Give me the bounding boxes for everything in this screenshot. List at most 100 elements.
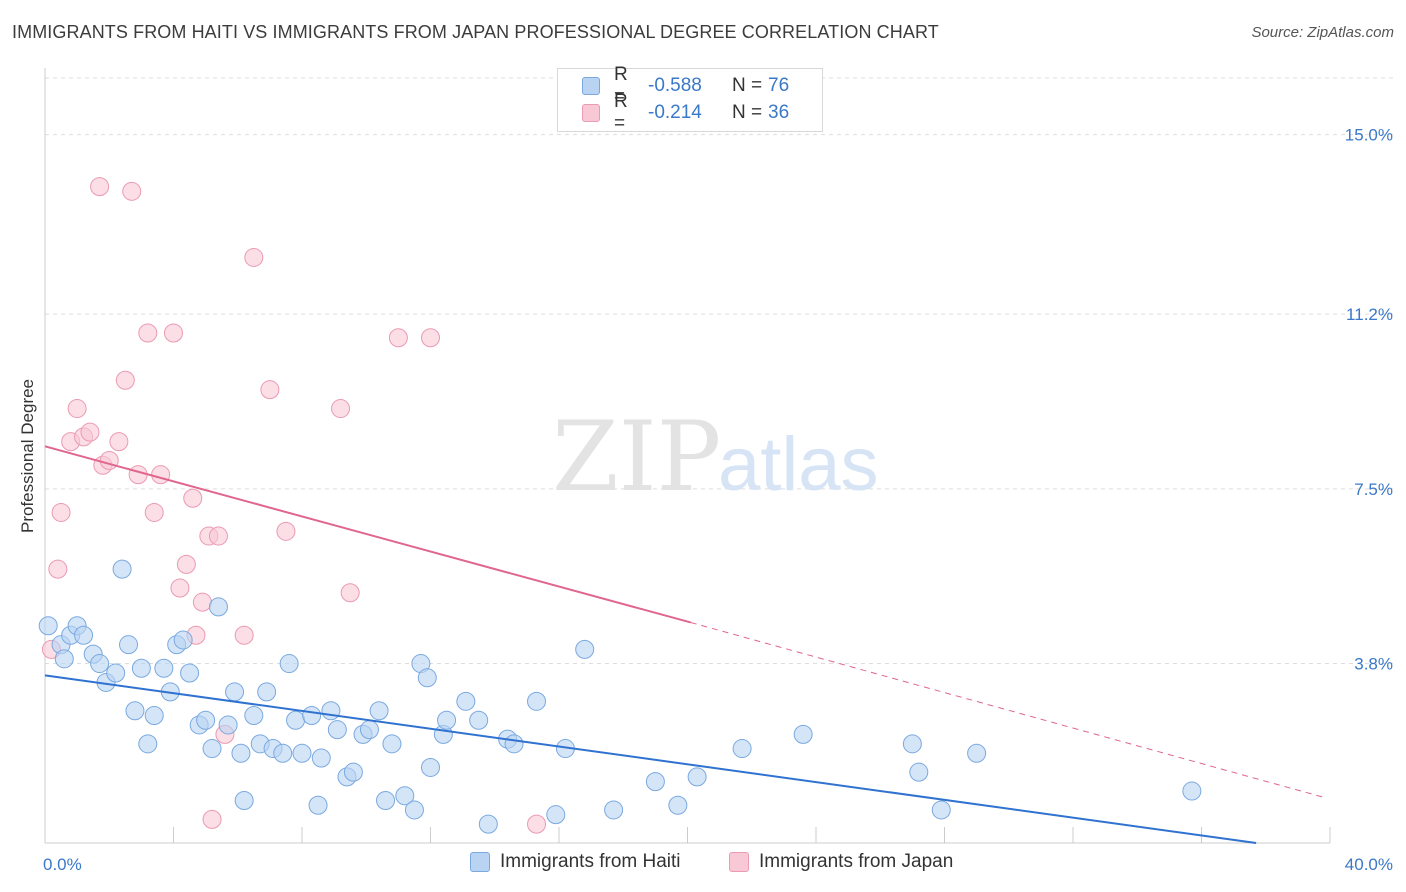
- haiti-point: [208, 597, 228, 617]
- haiti-point: [308, 795, 328, 815]
- haiti-point: [302, 706, 322, 725]
- haiti-point: [54, 649, 74, 669]
- haiti-point: [234, 791, 254, 810]
- haiti-point: [321, 701, 341, 721]
- japan-point: [340, 583, 360, 603]
- haiti-point: [604, 800, 624, 820]
- haiti-point: [668, 795, 688, 815]
- haiti-point: [154, 658, 174, 678]
- haiti-point: [359, 720, 379, 740]
- japan-point: [138, 323, 158, 343]
- correlation-legend: R = -0.588 N = 76 R = -0.214 N = 36: [557, 64, 823, 134]
- haiti-point: [231, 743, 251, 763]
- source-label: Source: ZipAtlas.com: [1251, 24, 1394, 41]
- haiti-point: [421, 757, 440, 777]
- japan-swatch: [729, 852, 749, 872]
- haiti-point: [793, 724, 813, 744]
- japan-point: [170, 578, 190, 598]
- haiti-point: [1182, 781, 1202, 801]
- y-axis-label: Professional Degree: [18, 378, 37, 534]
- watermark-zip: ZIP: [552, 401, 721, 513]
- haiti-point: [138, 734, 158, 754]
- japan-point: [208, 526, 228, 546]
- haiti-point: [119, 635, 139, 655]
- haiti-point: [218, 715, 238, 735]
- bottom-legend-japan: Immigrants from Japan: [729, 851, 953, 873]
- japan-point: [80, 422, 100, 442]
- haiti-n-value: 76: [768, 75, 790, 96]
- japan-point: [421, 328, 440, 348]
- haiti-point: [382, 734, 402, 754]
- haiti-point: [343, 762, 363, 782]
- haiti-point: [327, 720, 347, 740]
- haiti-point: [125, 701, 145, 721]
- japan-n-label: N =: [732, 102, 763, 123]
- japan-point: [192, 592, 212, 612]
- haiti-point: [902, 734, 922, 754]
- japan-point: [276, 521, 296, 541]
- haiti-point: [244, 706, 264, 725]
- haiti-point: [273, 743, 293, 763]
- haiti-point: [279, 654, 299, 674]
- haiti-point: [180, 663, 200, 683]
- y-tick-label: 15.0%: [1345, 126, 1393, 145]
- haiti-point: [311, 748, 331, 768]
- haiti-point: [909, 762, 929, 782]
- haiti-swatch: [582, 77, 600, 95]
- legend-row-haiti: R = -0.588 N = 76: [582, 64, 790, 107]
- haiti-point: [575, 639, 595, 659]
- japan-point: [67, 399, 87, 419]
- haiti-point: [202, 739, 222, 759]
- bottom-legend-haiti-label: Immigrants from Haiti: [500, 851, 681, 872]
- japan-point: [388, 328, 408, 348]
- haiti-point: [286, 710, 306, 730]
- haiti-point: [645, 772, 665, 792]
- japan-point: [260, 380, 280, 400]
- haiti-point: [504, 734, 524, 754]
- haiti-n-label: N =: [732, 75, 763, 96]
- japan-point: [527, 814, 547, 834]
- haiti-point: [74, 625, 94, 645]
- japan-point: [90, 177, 110, 197]
- japan-trend-line: [44, 445, 691, 624]
- haiti-point: [404, 800, 424, 820]
- bottom-legend-haiti: Immigrants from Haiti: [470, 851, 681, 873]
- haiti-point: [456, 691, 476, 711]
- japan-point: [115, 370, 135, 390]
- haiti-point: [478, 814, 498, 834]
- japan-point: [244, 247, 264, 267]
- japan-point: [234, 625, 254, 645]
- japan-point: [183, 488, 203, 508]
- haiti-point: [395, 786, 415, 806]
- japan-swatch: [582, 104, 600, 122]
- japan-point: [122, 181, 142, 201]
- haiti-point: [732, 739, 752, 759]
- japan-point: [176, 554, 196, 574]
- haiti-point: [257, 682, 277, 702]
- haiti-point: [38, 616, 58, 636]
- haiti-point: [469, 710, 489, 730]
- haiti-point: [369, 701, 389, 721]
- haiti-point: [173, 630, 193, 650]
- haiti-point: [112, 559, 132, 579]
- haiti-trend-line: [44, 674, 1257, 844]
- y-tick-label: 11.2%: [1346, 305, 1393, 324]
- chart-title: IMMIGRANTS FROM HAITI VS IMMIGRANTS FROM…: [12, 22, 939, 42]
- bottom-legend-japan-label: Immigrants from Japan: [759, 851, 954, 872]
- japan-r-label: R =: [614, 91, 628, 134]
- haiti-point: [437, 710, 457, 730]
- japan-point: [202, 809, 222, 829]
- japan-point: [128, 465, 148, 485]
- y-tick-label: 3.8%: [1354, 655, 1393, 674]
- x-tick-label: 0.0%: [43, 855, 82, 874]
- haiti-point: [417, 668, 437, 688]
- japan-point: [144, 502, 164, 522]
- japan-r-value: -0.214: [648, 102, 702, 123]
- japan-n-value: 36: [768, 102, 790, 123]
- haiti-point: [131, 658, 151, 678]
- japan-point: [48, 559, 68, 579]
- japan-point: [331, 399, 351, 419]
- haiti-point: [90, 654, 110, 674]
- japan-point: [99, 451, 119, 470]
